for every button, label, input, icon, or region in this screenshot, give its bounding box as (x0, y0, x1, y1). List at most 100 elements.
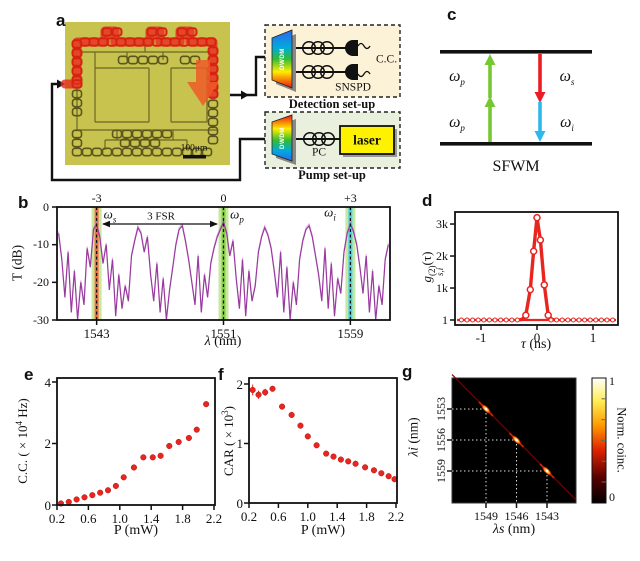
scalebar-label: 100μm (180, 143, 208, 154)
graphic (71, 89, 83, 99)
graphic (106, 37, 118, 47)
signal-arrowhead (534, 92, 546, 103)
graphic (205, 37, 217, 47)
omega-subscript: p (239, 214, 244, 225)
g2-baseline-marker (598, 317, 604, 323)
data-point (370, 467, 378, 474)
data-point (166, 442, 173, 450)
graphic (117, 55, 129, 65)
xtick-label: 0.2 (48, 511, 66, 526)
idler-wire-squiggle (357, 70, 371, 78)
e-ticks (52, 381, 215, 510)
omega-subscript: i (333, 212, 336, 223)
graphic (160, 37, 172, 47)
xtick-label: 0.2 (240, 509, 258, 524)
xtick-label: 1.4 (143, 511, 160, 526)
pump-setup: DWDM (264, 111, 401, 169)
graphic (71, 147, 83, 157)
graphic (187, 37, 199, 47)
data-point (304, 433, 311, 440)
transmission-spectrum-plot (52, 206, 391, 325)
lambda-i-symbol: λi (405, 447, 421, 457)
graphic (142, 37, 154, 47)
fiber-coil-pump (302, 131, 336, 147)
lambda-symbol: λ (204, 334, 211, 349)
graphic (151, 129, 163, 139)
graphic (207, 46, 219, 56)
fiber-coil-idler (301, 64, 335, 80)
graphic (186, 27, 198, 37)
data-point (104, 487, 112, 494)
label-post: Hz) (15, 398, 31, 421)
graphic (88, 37, 100, 47)
data-point (175, 438, 182, 446)
graphic (81, 147, 93, 157)
d-ticks (450, 223, 594, 330)
spectrum-trace-main (58, 220, 389, 320)
graphic (141, 129, 153, 139)
graphic (111, 129, 123, 139)
graphic (71, 66, 83, 76)
panel-label-d: d (422, 191, 433, 210)
b-resonance-label: -3 (91, 191, 102, 205)
omega-symbol: ω (103, 206, 113, 222)
xtick-label: 1.0 (299, 509, 316, 524)
colorbar-ticks (601, 398, 606, 483)
graphic (176, 27, 188, 37)
xtick-label: 0.6 (80, 511, 97, 526)
g2-data-marker (522, 311, 530, 319)
dwdm-icon (271, 114, 293, 162)
lambda-s-symbol: λs (492, 522, 505, 537)
g2-baseline-marker (458, 317, 464, 323)
g2-baseline-marker (554, 317, 560, 323)
g-ylabel: λi (nm) (405, 417, 421, 457)
colorbar-max-label: 1 (609, 374, 615, 388)
data-point (279, 403, 286, 410)
fiber-coil-signal (301, 40, 335, 56)
data-point (297, 422, 304, 429)
data-point (120, 474, 127, 481)
xtick-label: 2.2 (205, 511, 223, 526)
car-vs-power-plot (244, 377, 398, 508)
g2-baseline-marker (582, 317, 588, 323)
unit: (nm) (504, 522, 536, 537)
g2-baseline-marker (475, 317, 481, 323)
g2-baseline-marker (587, 317, 593, 323)
xtick-label: 1.0 (111, 511, 128, 526)
d-xlabel: τ (ns) (521, 338, 551, 352)
omega-subscript: s (112, 214, 117, 225)
d-xtick-label: -1 (475, 330, 487, 345)
omega-subscript: i (571, 123, 574, 134)
data-point (65, 498, 72, 505)
label-pre: C.C. ( × 10 (15, 425, 31, 484)
graphic (207, 126, 219, 136)
b-omega-s: ωs (104, 208, 117, 225)
subscript: s,i (435, 267, 445, 276)
graphic (115, 37, 127, 47)
data-point (89, 492, 96, 499)
graphic (71, 98, 83, 108)
g-xtick-label: 1549 (474, 509, 498, 523)
exponent: 3 (219, 410, 230, 415)
f-axes-frame (248, 377, 398, 504)
g2-baseline-marker (570, 317, 576, 323)
b-ytick-label: -10 (33, 237, 49, 252)
d-ytick-label: 1k (436, 280, 448, 295)
g2-baseline-marker (481, 317, 487, 323)
g-ytick-label: 1559 (434, 459, 448, 483)
panel-label-f: f (218, 365, 224, 384)
omega-i: ωi (560, 114, 574, 134)
data-point (249, 386, 256, 394)
heatmap-overlay (451, 374, 577, 503)
graphic (111, 147, 123, 157)
g2-data-marker (529, 247, 538, 255)
g-xlabel: λs (nm) (493, 523, 535, 537)
pump-to-chip-fiber (50, 82, 272, 182)
graphic (131, 129, 143, 139)
exponent: 4 (13, 420, 24, 426)
g2-data-marker (533, 213, 541, 222)
g2-correlation-plot (450, 211, 619, 330)
graphic (71, 129, 83, 139)
colorbar-min-label: 0 (609, 490, 615, 504)
